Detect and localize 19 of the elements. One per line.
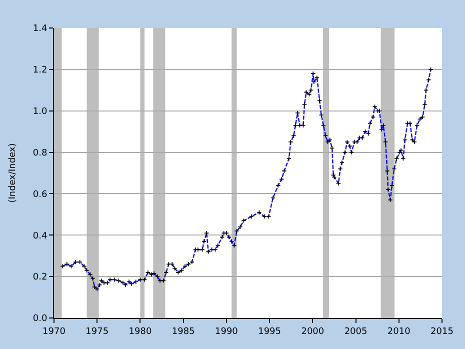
- y-tick-label: 1.4: [32, 24, 48, 34]
- y-tick-label: 1.0: [32, 107, 48, 118]
- x-tick-label: 2015: [430, 326, 454, 337]
- x-tick-label: 2005: [344, 326, 368, 337]
- x-tick-label: 1990: [214, 326, 238, 337]
- y-tick-label: 0.6: [32, 190, 48, 200]
- x-tick-label: 2010: [387, 326, 411, 337]
- y-axis-title: (Index/Index): [8, 143, 18, 203]
- x-tick-label: 1975: [86, 326, 109, 337]
- y-tick-label: 0.4: [32, 231, 48, 242]
- y-tick-label: 1.2: [32, 66, 48, 76]
- y-tick-label: 0.8: [32, 148, 48, 158]
- x-tick-label: 1970: [42, 326, 66, 337]
- x-tick-label: 2000: [301, 326, 324, 337]
- x-tick-label: 1995: [258, 326, 282, 337]
- x-tick-label: 1980: [128, 326, 152, 337]
- y-tick-label: 0.0: [32, 314, 48, 324]
- x-tick-label: 1985: [172, 326, 195, 337]
- y-tick-label: 0.2: [32, 272, 48, 283]
